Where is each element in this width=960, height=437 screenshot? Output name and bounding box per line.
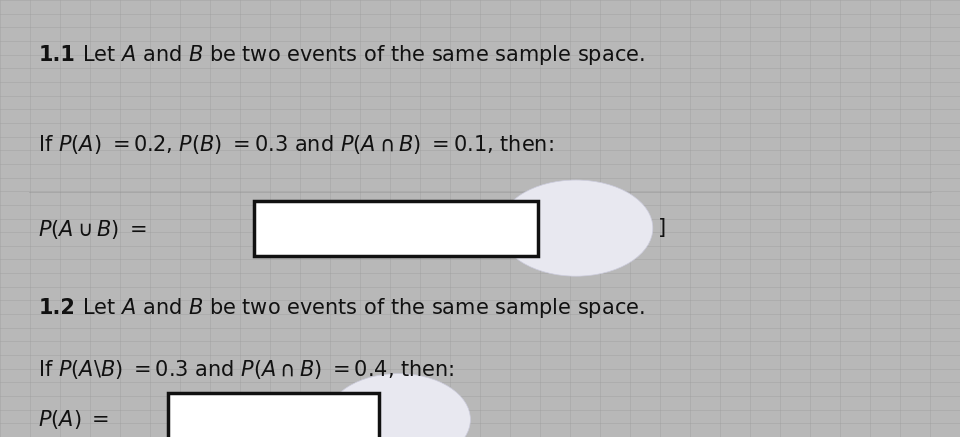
Ellipse shape xyxy=(499,180,653,276)
FancyBboxPatch shape xyxy=(254,201,538,256)
Text: Let $\mathit{A}$ and $\mathit{B}$ be two events of the same sample space.: Let $\mathit{A}$ and $\mathit{B}$ be two… xyxy=(82,296,644,320)
Text: $\mathit{P}$($\mathit{A}$) $=$: $\mathit{P}$($\mathit{A}$) $=$ xyxy=(38,408,109,431)
Text: Let $\mathit{A}$ and $\mathit{B}$ be two events of the same sample space.: Let $\mathit{A}$ and $\mathit{B}$ be two… xyxy=(82,43,644,66)
Text: If $\mathit{P}$($\mathit{A}$) $= 0.2$, $\mathit{P}$($\mathit{B}$) $= 0.3$ and $\: If $\mathit{P}$($\mathit{A}$) $= 0.2$, $… xyxy=(38,133,554,156)
Text: ]: ] xyxy=(658,218,665,238)
Text: If $\mathit{P}$($\mathit{A}\backslash \mathit{B}$) $= 0.3$ and $\mathit{P}$($\ma: If $\mathit{P}$($\mathit{A}\backslash \m… xyxy=(38,358,455,381)
Text: 1.2: 1.2 xyxy=(38,298,75,318)
Text: 1.1: 1.1 xyxy=(38,45,75,65)
Text: $\mathit{P}$($\mathit{A}\cup \mathit{B}$) $=$: $\mathit{P}$($\mathit{A}\cup \mathit{B}$… xyxy=(38,218,148,241)
FancyBboxPatch shape xyxy=(168,393,379,437)
Ellipse shape xyxy=(326,374,470,437)
